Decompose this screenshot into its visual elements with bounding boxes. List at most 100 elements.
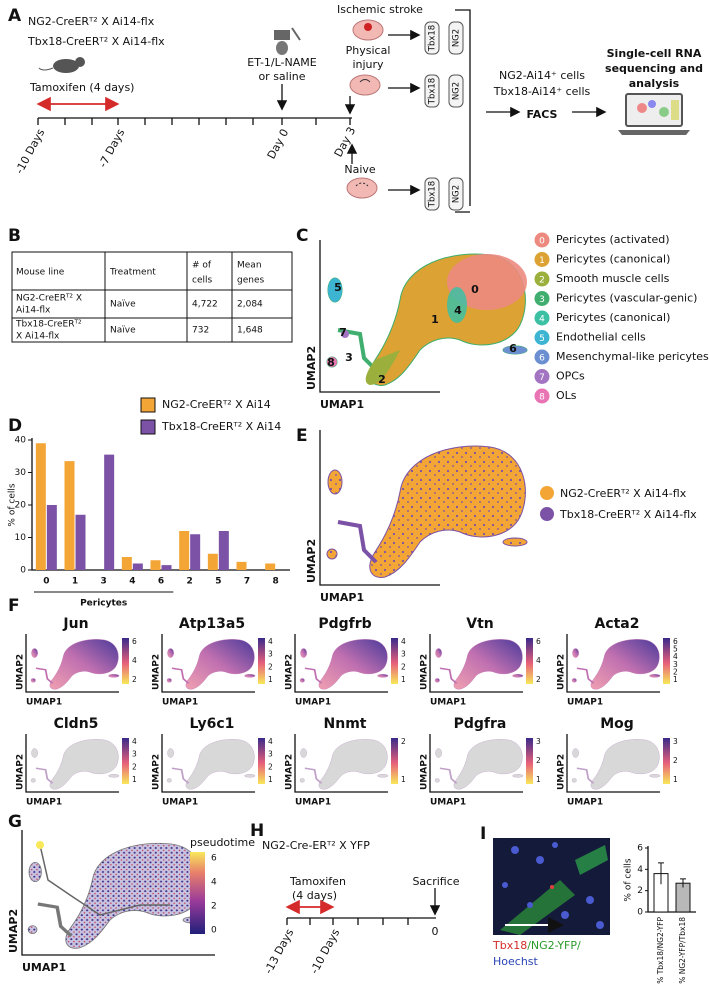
- timepoint: 0: [432, 925, 439, 938]
- cluster-id: 1: [431, 313, 439, 326]
- trajectory-start: [36, 841, 44, 849]
- timepoint: -10 Days: [13, 126, 48, 176]
- y-tick-label: 6: [637, 844, 643, 854]
- legend-swatch: [534, 271, 550, 287]
- colorbar-tick: 4: [401, 637, 406, 646]
- umap-y-label: UMAP2: [16, 754, 26, 790]
- laptop-icon: [618, 93, 690, 135]
- tube: [424, 177, 440, 211]
- table-header: Mouse line: [16, 268, 65, 278]
- tamoxifen-label: Tamoxifen (4 days): [29, 81, 134, 94]
- colorbar-tick: 3: [401, 650, 406, 659]
- colorbar-tick: 3: [673, 737, 678, 746]
- timepoint: -13 Days: [262, 926, 297, 976]
- legend-label: OPCs: [556, 370, 585, 383]
- sorted-cells: NG2-Ai14⁺ cells: [499, 69, 585, 82]
- colorbar: [391, 738, 398, 784]
- umap-y-label: UMAP2: [557, 654, 567, 690]
- legend-label: Pericytes (canonical): [556, 311, 670, 324]
- table-cell: Naïve: [110, 300, 136, 310]
- colorbar-tick: 3: [536, 737, 541, 746]
- bar: [190, 534, 201, 570]
- tube: [424, 21, 440, 55]
- legend-id: 2: [539, 276, 545, 286]
- bar: [236, 561, 247, 570]
- colorbar-tick: 2: [673, 756, 678, 765]
- treatment: ET-1/L-NAME: [247, 56, 316, 69]
- tube-label: Tbx18: [428, 25, 438, 52]
- umap-x-label: UMAP1: [320, 398, 364, 411]
- umap-x-label: UMAP1: [26, 798, 62, 808]
- axes: [429, 634, 523, 693]
- umap-x-label: UMAP1: [26, 698, 62, 708]
- table-cell: X Ai14-flx: [16, 332, 60, 342]
- panel-i: Tbx18/NG2-YFP/ Hoechst: [492, 838, 610, 968]
- axes: [319, 430, 440, 586]
- colorbar-tick: 6: [673, 637, 678, 646]
- cluster-id: 8: [327, 356, 335, 369]
- colorbar: [258, 738, 265, 784]
- umap-x-label: UMAP1: [430, 798, 466, 808]
- bar: [207, 553, 218, 570]
- axes: [429, 734, 523, 793]
- caption-part: Tbx18: [492, 939, 527, 952]
- y-tick-label: 10: [15, 533, 27, 543]
- gene-name: Pdgfrb: [318, 616, 371, 632]
- colorbar: [391, 638, 398, 684]
- x-tick-label: % NG2-YFP/Tbx18: [678, 917, 687, 984]
- colorbar-tick: 4: [132, 737, 137, 746]
- cluster-id: 7: [339, 326, 347, 339]
- error-bar: [680, 878, 686, 888]
- colorbar-tick: 2: [401, 662, 406, 671]
- legend-id: 5: [539, 334, 545, 344]
- legend-swatch: [140, 419, 156, 435]
- axes: [161, 734, 255, 793]
- umap-x-label: UMAP1: [430, 698, 466, 708]
- umap-plot: [26, 841, 206, 951]
- y-tick-label: 0: [637, 908, 643, 918]
- axes: [566, 634, 660, 693]
- legend-label: Pericytes (canonical): [556, 253, 670, 266]
- gene-name: Pdgfra: [454, 716, 507, 732]
- colorbar-tick: 1: [673, 775, 678, 784]
- tube: [448, 177, 464, 211]
- gene-name: Atp13a5: [179, 616, 245, 632]
- legend-id: 0: [539, 237, 545, 247]
- colorbar: [663, 638, 670, 684]
- umap-plot: [30, 738, 120, 791]
- axes: [566, 734, 660, 793]
- axes: [294, 634, 388, 693]
- legend-id: 6: [539, 354, 545, 364]
- legend-label: Pericytes (vascular-genic): [556, 292, 697, 305]
- colorbar: [526, 638, 533, 684]
- legend-swatch: [534, 232, 550, 248]
- colorbar-tick: 1: [401, 675, 406, 684]
- umap-x-label: UMAP1: [295, 698, 331, 708]
- bar: [179, 531, 190, 570]
- bar: [46, 505, 57, 570]
- umap-plot: [434, 738, 524, 791]
- colorbar-tick: 4: [211, 878, 217, 888]
- umap-plot: [30, 638, 120, 691]
- gene-name: Vtn: [466, 616, 494, 632]
- colorbar-tick: 2: [268, 662, 273, 671]
- tube-label: Tbx18: [428, 78, 438, 105]
- y-tick-label: 20: [15, 501, 27, 511]
- tamoxifen-label: (4 days): [292, 889, 337, 902]
- legend-swatch: [534, 330, 550, 345]
- condition: Ischemic stroke: [337, 3, 423, 16]
- legend-label: Pericytes (activated): [556, 233, 670, 246]
- gene-name: Jun: [62, 616, 88, 632]
- legend-label: Mesenchymal-like pericytes: [556, 350, 709, 363]
- x-tick-label: 1: [72, 577, 78, 587]
- cluster-id: 4: [454, 304, 462, 317]
- table-cell: Naïve: [110, 326, 136, 336]
- cluster-id: 2: [378, 373, 386, 386]
- genotype: Tbx18-CreERᵀ² X Ai14-flx: [27, 35, 165, 48]
- gene-name: Cldn5: [54, 716, 99, 732]
- bar: [75, 514, 86, 570]
- x-tick-label: 0: [43, 577, 49, 587]
- umap-x-label: UMAP1: [162, 698, 198, 708]
